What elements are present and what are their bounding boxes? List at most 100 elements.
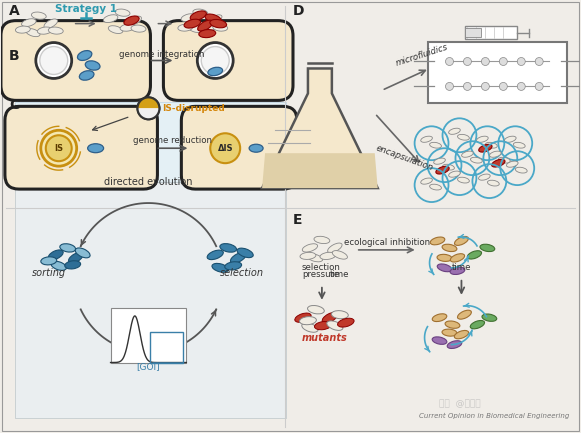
Ellipse shape [332, 251, 347, 259]
Ellipse shape [471, 157, 482, 163]
Circle shape [446, 58, 454, 65]
Ellipse shape [328, 243, 342, 253]
Ellipse shape [479, 174, 490, 180]
Text: B: B [9, 48, 20, 62]
Ellipse shape [16, 26, 30, 33]
Ellipse shape [480, 244, 495, 252]
Ellipse shape [80, 71, 94, 80]
Ellipse shape [302, 323, 318, 332]
Ellipse shape [48, 250, 63, 260]
Ellipse shape [327, 321, 343, 330]
Ellipse shape [320, 252, 336, 259]
Text: Current Opinion in Biomedical Engineering: Current Opinion in Biomedical Engineerin… [419, 413, 569, 419]
Ellipse shape [437, 254, 452, 262]
Text: ecological inhibition: ecological inhibition [343, 238, 430, 247]
Ellipse shape [454, 236, 468, 246]
Text: selection: selection [220, 268, 264, 278]
Ellipse shape [51, 262, 66, 270]
FancyBboxPatch shape [163, 21, 293, 100]
FancyBboxPatch shape [1, 21, 150, 100]
Ellipse shape [31, 12, 46, 19]
FancyBboxPatch shape [15, 182, 286, 418]
Ellipse shape [331, 310, 348, 319]
FancyBboxPatch shape [15, 102, 286, 182]
Ellipse shape [447, 341, 462, 349]
FancyBboxPatch shape [181, 107, 297, 189]
Ellipse shape [188, 25, 203, 32]
Ellipse shape [210, 19, 227, 28]
Ellipse shape [429, 184, 442, 190]
Text: sorting: sorting [32, 268, 66, 278]
Ellipse shape [449, 171, 460, 177]
Ellipse shape [442, 329, 457, 336]
Ellipse shape [421, 178, 432, 184]
Ellipse shape [115, 9, 130, 16]
Ellipse shape [76, 248, 90, 258]
Bar [150, 333, 182, 362]
Text: encapsulation: encapsulation [375, 144, 435, 173]
Text: genome integration: genome integration [119, 49, 204, 58]
Ellipse shape [249, 144, 263, 152]
Circle shape [482, 58, 489, 65]
Ellipse shape [302, 244, 318, 252]
Ellipse shape [85, 61, 100, 70]
Circle shape [36, 42, 71, 78]
Ellipse shape [207, 250, 223, 260]
Text: C: C [9, 98, 19, 113]
Text: selection: selection [302, 263, 341, 272]
Text: microfluidics: microfluidics [394, 42, 449, 68]
Ellipse shape [443, 164, 454, 170]
Circle shape [464, 82, 471, 90]
Text: [GOI]: [GOI] [137, 362, 160, 372]
Ellipse shape [231, 252, 246, 263]
Ellipse shape [69, 252, 83, 263]
Text: directed evolution: directed evolution [104, 177, 193, 187]
Bar [465, 28, 482, 36]
Ellipse shape [314, 236, 330, 243]
Ellipse shape [462, 151, 474, 157]
Text: Strategy 1: Strategy 1 [55, 4, 117, 14]
Circle shape [210, 133, 240, 163]
Ellipse shape [295, 313, 311, 322]
Ellipse shape [421, 136, 432, 142]
Circle shape [138, 97, 159, 120]
Text: E: E [293, 213, 303, 227]
Ellipse shape [205, 14, 221, 23]
Circle shape [517, 58, 525, 65]
Ellipse shape [181, 14, 196, 22]
Text: mutants: mutants [302, 333, 348, 343]
Ellipse shape [486, 142, 497, 148]
Ellipse shape [450, 267, 465, 275]
Ellipse shape [208, 67, 223, 76]
Ellipse shape [307, 306, 324, 314]
Wedge shape [138, 108, 159, 120]
Ellipse shape [41, 257, 57, 265]
Ellipse shape [476, 136, 488, 142]
Ellipse shape [498, 157, 510, 163]
Ellipse shape [209, 15, 222, 24]
Ellipse shape [299, 317, 317, 325]
Bar [465, 26, 517, 39]
Bar [428, 42, 567, 103]
Ellipse shape [131, 25, 146, 32]
Ellipse shape [470, 320, 485, 329]
Ellipse shape [60, 244, 76, 252]
Circle shape [446, 82, 454, 90]
Text: 知乎  @孟凡康: 知乎 @孟凡康 [439, 399, 480, 408]
Text: A: A [9, 4, 20, 18]
Polygon shape [262, 153, 378, 188]
Ellipse shape [454, 330, 468, 339]
Text: D: D [293, 4, 304, 18]
Ellipse shape [514, 142, 525, 148]
Ellipse shape [103, 15, 118, 23]
Ellipse shape [515, 167, 527, 173]
Ellipse shape [457, 310, 471, 319]
Bar [110, 308, 187, 362]
Ellipse shape [237, 248, 253, 258]
Ellipse shape [220, 244, 236, 252]
Text: time: time [330, 270, 349, 279]
Ellipse shape [190, 11, 206, 20]
Ellipse shape [314, 322, 331, 330]
Ellipse shape [128, 16, 141, 25]
Ellipse shape [124, 16, 139, 25]
